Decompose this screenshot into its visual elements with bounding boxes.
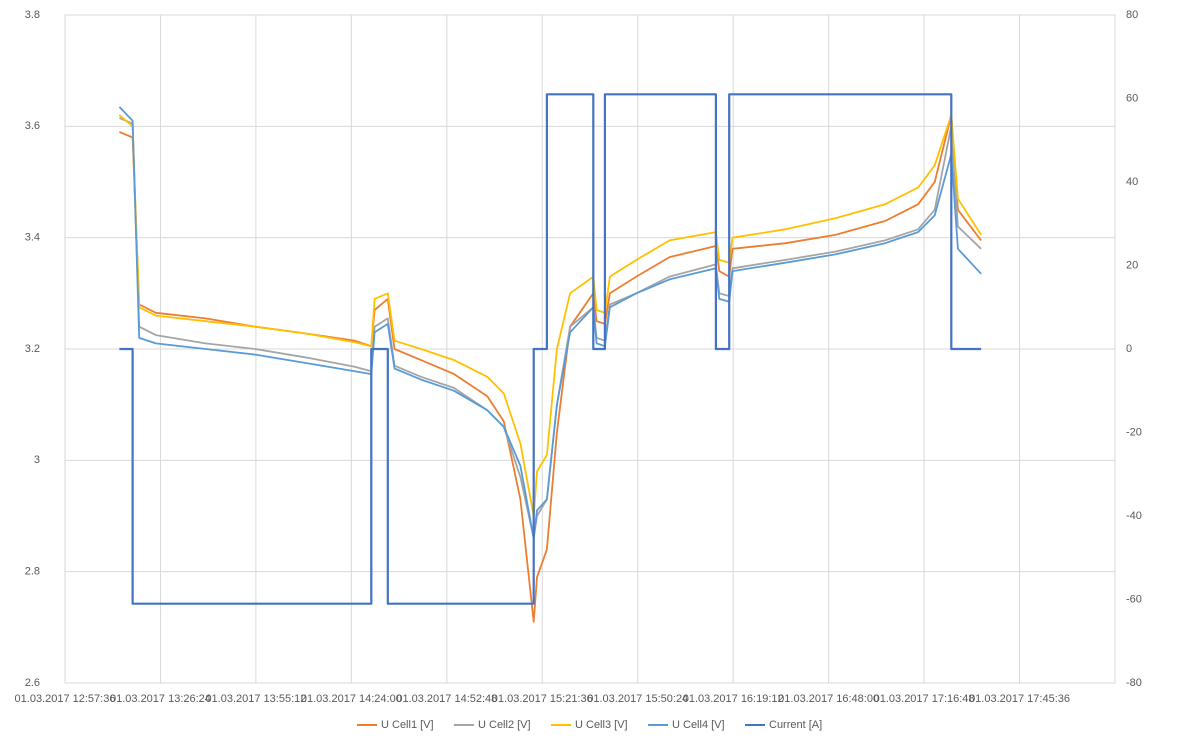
legend-label: U Cell3 [V] xyxy=(575,719,628,731)
x-tick-label: 01.03.2017 13:55:12 xyxy=(205,693,306,705)
legend-label: U Cell4 [V] xyxy=(672,719,725,731)
y2-tick-label: -20 xyxy=(1126,426,1142,438)
series-line xyxy=(118,106,982,540)
x-tick-label: 01.03.2017 16:48:00 xyxy=(778,693,879,705)
x-tick-label: 01.03.2017 16:19:12 xyxy=(683,693,784,705)
y-tick-label: 3.6 xyxy=(25,120,40,132)
y-tick-label: 3 xyxy=(34,454,40,466)
x-tick-label: 01.03.2017 12:57:36 xyxy=(15,693,116,705)
x-tick-label: 01.03.2017 13:26:24 xyxy=(110,693,211,705)
y-tick-label: 3.2 xyxy=(25,343,40,355)
x-tick-label: 01.03.2017 15:21:36 xyxy=(492,693,593,705)
x-tick-label: 01.03.2017 14:52:48 xyxy=(396,693,497,705)
series-line xyxy=(118,114,982,517)
y2-tick-label: 60 xyxy=(1126,92,1138,104)
y2-tick-label: -40 xyxy=(1126,510,1142,522)
series-line xyxy=(119,93,982,605)
y2-tick-label: 20 xyxy=(1126,259,1138,271)
y2-tick-label: 0 xyxy=(1126,343,1132,355)
x-tick-label: 01.03.2017 17:45:36 xyxy=(969,693,1070,705)
legend-label: U Cell1 [V] xyxy=(381,719,434,731)
legend-label: U Cell2 [V] xyxy=(478,719,531,731)
y2-tick-label: -60 xyxy=(1126,593,1142,605)
x-tick-label: 01.03.2017 17:16:48 xyxy=(874,693,975,705)
y-tick-label: 2.8 xyxy=(25,566,40,578)
y-tick-label: 2.6 xyxy=(25,677,40,689)
y2-tick-label: 40 xyxy=(1126,176,1138,188)
y-tick-label: 3.4 xyxy=(25,232,40,244)
y-tick-label: 3.8 xyxy=(25,9,40,21)
legend-label: Current [A] xyxy=(769,719,822,731)
y2-tick-label: 80 xyxy=(1126,9,1138,21)
x-tick-label: 01.03.2017 14:24:00 xyxy=(301,693,402,705)
y2-tick-label: -80 xyxy=(1126,677,1142,689)
x-tick-label: 01.03.2017 15:50:24 xyxy=(587,693,688,705)
